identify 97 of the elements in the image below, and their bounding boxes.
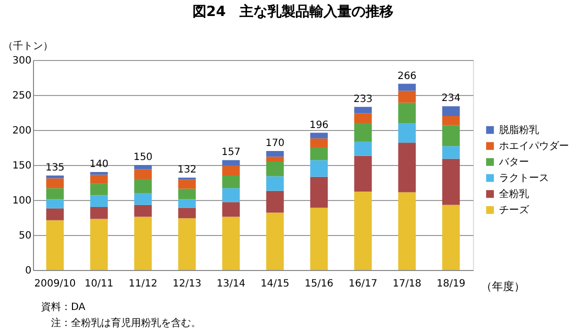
x-tick-label: 15/16 bbox=[304, 278, 334, 290]
bar bbox=[266, 212, 284, 270]
bar bbox=[178, 180, 196, 189]
bar bbox=[310, 176, 328, 208]
bar bbox=[354, 113, 372, 123]
total-label: 266 bbox=[397, 70, 417, 82]
y-tick-label: 250 bbox=[12, 90, 32, 102]
bar bbox=[134, 216, 152, 270]
bar bbox=[222, 188, 240, 202]
x-tick-label: 17/18 bbox=[392, 278, 422, 290]
x-axis-title: （年度） bbox=[481, 280, 525, 293]
legend-label: ホエイパウダー bbox=[499, 140, 569, 152]
y-tick-label: 200 bbox=[12, 126, 32, 136]
bar bbox=[222, 202, 240, 217]
bar bbox=[46, 188, 64, 200]
bar bbox=[222, 160, 240, 166]
bar bbox=[134, 193, 152, 205]
bar bbox=[90, 184, 108, 196]
bar bbox=[310, 148, 328, 160]
bar bbox=[46, 208, 64, 220]
bar bbox=[442, 204, 460, 270]
bar bbox=[134, 204, 152, 217]
bar bbox=[398, 142, 416, 192]
bar bbox=[46, 178, 64, 188]
bar bbox=[310, 138, 328, 148]
bar bbox=[178, 199, 196, 208]
total-label: 234 bbox=[441, 93, 461, 104]
total-label: 150 bbox=[133, 152, 153, 163]
y-tick-label: 300 bbox=[12, 56, 32, 66]
bar bbox=[46, 199, 64, 208]
legend-label: 全粉乳 bbox=[499, 188, 529, 200]
bar bbox=[134, 165, 152, 170]
bar bbox=[46, 176, 64, 178]
bar bbox=[354, 106, 372, 114]
legend-label: 脱脂粉乳 bbox=[499, 124, 539, 136]
legend-label: バター bbox=[498, 157, 529, 168]
bar bbox=[398, 84, 416, 91]
total-label: 196 bbox=[309, 120, 329, 131]
y-axis-title: （千トン） bbox=[3, 40, 53, 52]
bar bbox=[46, 220, 64, 270]
bar bbox=[134, 169, 152, 179]
total-label: 157 bbox=[221, 147, 241, 158]
bar bbox=[266, 162, 284, 176]
total-label: 135 bbox=[45, 162, 65, 174]
total-label: 140 bbox=[89, 159, 109, 170]
y-tick-label: 0 bbox=[25, 266, 32, 276]
x-tick-label: 18/19 bbox=[436, 278, 466, 290]
bar bbox=[354, 192, 372, 270]
bar bbox=[178, 218, 196, 270]
bar bbox=[222, 166, 240, 176]
bar bbox=[134, 179, 152, 193]
bar bbox=[398, 102, 416, 123]
bar bbox=[90, 174, 108, 184]
x-tick-label: 16/17 bbox=[348, 278, 378, 290]
bar bbox=[266, 190, 284, 213]
bar bbox=[266, 151, 284, 157]
y-tick-label: 100 bbox=[12, 196, 32, 206]
y-tick-label: 50 bbox=[18, 230, 32, 242]
total-label: 132 bbox=[177, 164, 197, 176]
x-tick-label: 10/11 bbox=[84, 278, 114, 290]
y-tick-label: 150 bbox=[12, 160, 32, 172]
bar bbox=[90, 218, 108, 270]
text: 資料：DA bbox=[41, 301, 86, 313]
legend-label: ラクトース bbox=[499, 173, 549, 184]
bar bbox=[90, 207, 108, 219]
bar bbox=[398, 123, 416, 143]
bar bbox=[442, 146, 460, 159]
total-label: 233 bbox=[353, 94, 373, 105]
bar bbox=[266, 176, 284, 191]
legend-label: チーズ bbox=[499, 204, 530, 216]
total-label: 170 bbox=[265, 138, 285, 149]
x-tick-label: 13/14 bbox=[216, 278, 246, 290]
bar bbox=[442, 106, 460, 116]
bar bbox=[442, 116, 460, 126]
bar bbox=[310, 132, 328, 138]
bar bbox=[398, 90, 416, 103]
bar bbox=[354, 156, 372, 192]
bar bbox=[310, 160, 328, 177]
bar bbox=[178, 208, 196, 218]
x-tick-label: 11/12 bbox=[128, 278, 158, 290]
x-tick-label: 14/15 bbox=[260, 278, 290, 290]
x-tick-label: 12/13 bbox=[172, 278, 202, 290]
bar bbox=[398, 192, 416, 270]
bar bbox=[442, 158, 460, 205]
bar bbox=[354, 142, 372, 156]
text: 注：全粉乳は育児用粉乳を含む。 bbox=[51, 317, 201, 329]
bar bbox=[90, 195, 108, 207]
bar bbox=[222, 176, 240, 188]
chart-title: 図24 主な乳製品輸入量の推移 bbox=[192, 3, 394, 20]
bar bbox=[310, 208, 328, 270]
bar bbox=[354, 123, 372, 142]
x-tick-label: 2009/10 bbox=[34, 278, 76, 290]
bar bbox=[178, 188, 196, 200]
bar bbox=[442, 125, 460, 146]
bar bbox=[90, 172, 108, 175]
bar bbox=[222, 216, 240, 270]
bar bbox=[266, 156, 284, 162]
